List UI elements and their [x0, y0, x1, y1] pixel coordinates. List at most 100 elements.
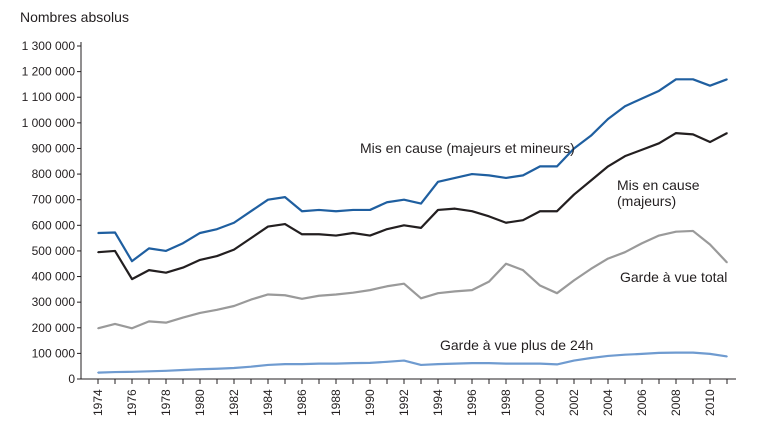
- data-point: [386, 228, 388, 230]
- data-point: [505, 262, 507, 265]
- y-tick-label: 200 000: [32, 321, 76, 335]
- data-point: [267, 364, 269, 366]
- data-point: [454, 207, 456, 210]
- data-point: [675, 230, 677, 233]
- data-point: [590, 268, 592, 270]
- data-point: [114, 231, 116, 234]
- data-point: [726, 132, 728, 134]
- data-point: [284, 294, 286, 297]
- x-tick-label: 1990: [363, 389, 377, 416]
- data-point: [301, 298, 303, 300]
- data-point: [182, 242, 184, 245]
- y-tick-label: 1 000 000: [22, 116, 76, 130]
- data-point: [726, 78, 728, 81]
- y-tick-label: 700 000: [32, 193, 76, 207]
- y-axis-label: Nombres absolus: [20, 9, 129, 25]
- data-point: [352, 362, 354, 364]
- data-point: [607, 355, 609, 357]
- data-point: [182, 369, 184, 371]
- y-tick-label: 1 200 000: [22, 65, 76, 79]
- data-point: [216, 309, 218, 311]
- data-point: [182, 316, 184, 319]
- annotation-garde-a-vue-total: Garde à vue total: [620, 269, 727, 285]
- data-point: [709, 84, 711, 87]
- data-point: [539, 210, 541, 213]
- data-point: [692, 351, 694, 354]
- data-point: [505, 177, 507, 179]
- data-point: [539, 362, 541, 365]
- data-point: [250, 298, 252, 301]
- data-point: [590, 357, 592, 359]
- data-point: [250, 237, 252, 239]
- data-point: [131, 371, 133, 373]
- data-point: [386, 201, 388, 204]
- data-point: [318, 362, 320, 365]
- y-tick-label: 400 000: [32, 270, 76, 284]
- x-tick-label: 1976: [125, 389, 139, 416]
- y-tick-label: 0: [68, 372, 75, 386]
- data-point: [403, 224, 405, 227]
- data-point: [607, 257, 609, 260]
- y-tick-label: 900 000: [32, 141, 76, 155]
- data-point: [658, 234, 660, 237]
- data-point: [165, 250, 167, 252]
- data-point: [148, 370, 150, 373]
- data-point: [658, 352, 660, 354]
- x-tick-label: 2002: [567, 389, 581, 416]
- data-point: [488, 215, 490, 218]
- x-tick-label: 1996: [465, 389, 479, 416]
- data-point: [505, 221, 507, 224]
- data-point: [709, 243, 711, 246]
- data-point: [607, 118, 609, 120]
- data-point: [590, 134, 592, 137]
- data-point: [301, 233, 303, 236]
- x-tick-label: 1982: [227, 389, 241, 416]
- data-point: [216, 367, 218, 370]
- data-point: [250, 210, 252, 213]
- data-point: [437, 180, 439, 183]
- data-point: [233, 248, 235, 251]
- data-point: [573, 279, 575, 282]
- data-point: [148, 320, 150, 323]
- data-point: [97, 251, 99, 254]
- data-point: [233, 221, 235, 224]
- data-point: [369, 234, 371, 237]
- x-tick-label: 1974: [91, 389, 105, 416]
- data-point: [556, 165, 558, 168]
- data-point: [675, 132, 677, 134]
- y-axis: 0 100 000 200 000 300 000 400 000 500 000 600 …: [22, 39, 82, 386]
- x-tick-label: 1988: [329, 389, 343, 416]
- x-tick-label: 1980: [193, 389, 207, 416]
- data-point: [624, 251, 626, 254]
- data-point: [403, 198, 405, 201]
- data-point: [148, 269, 150, 271]
- data-point: [97, 232, 99, 234]
- x-tick-label: 1986: [295, 389, 309, 416]
- data-point: [318, 294, 320, 297]
- data-point: [641, 97, 643, 100]
- data-point: [199, 259, 201, 261]
- data-point: [556, 210, 558, 213]
- data-point: [114, 250, 116, 252]
- data-point: [148, 247, 150, 250]
- data-point: [335, 293, 337, 296]
- annotation-mis-en-cause-total: Mis en cause (majeurs et mineurs): [360, 140, 575, 156]
- data-point: [437, 363, 439, 365]
- data-point: [352, 291, 354, 294]
- data-point: [607, 165, 609, 168]
- data-point: [369, 289, 371, 291]
- data-point: [454, 177, 456, 179]
- data-point: [352, 209, 354, 211]
- data-point: [267, 293, 269, 296]
- x-tick-label: 1984: [261, 389, 275, 416]
- data-point: [471, 362, 473, 364]
- data-point: [692, 230, 694, 232]
- data-point: [165, 321, 167, 324]
- data-point: [165, 370, 167, 372]
- data-point: [267, 198, 269, 201]
- data-point: [318, 209, 320, 211]
- data-point: [386, 361, 388, 363]
- data-point: [369, 209, 371, 211]
- data-point: [641, 353, 643, 355]
- data-point: [301, 363, 303, 365]
